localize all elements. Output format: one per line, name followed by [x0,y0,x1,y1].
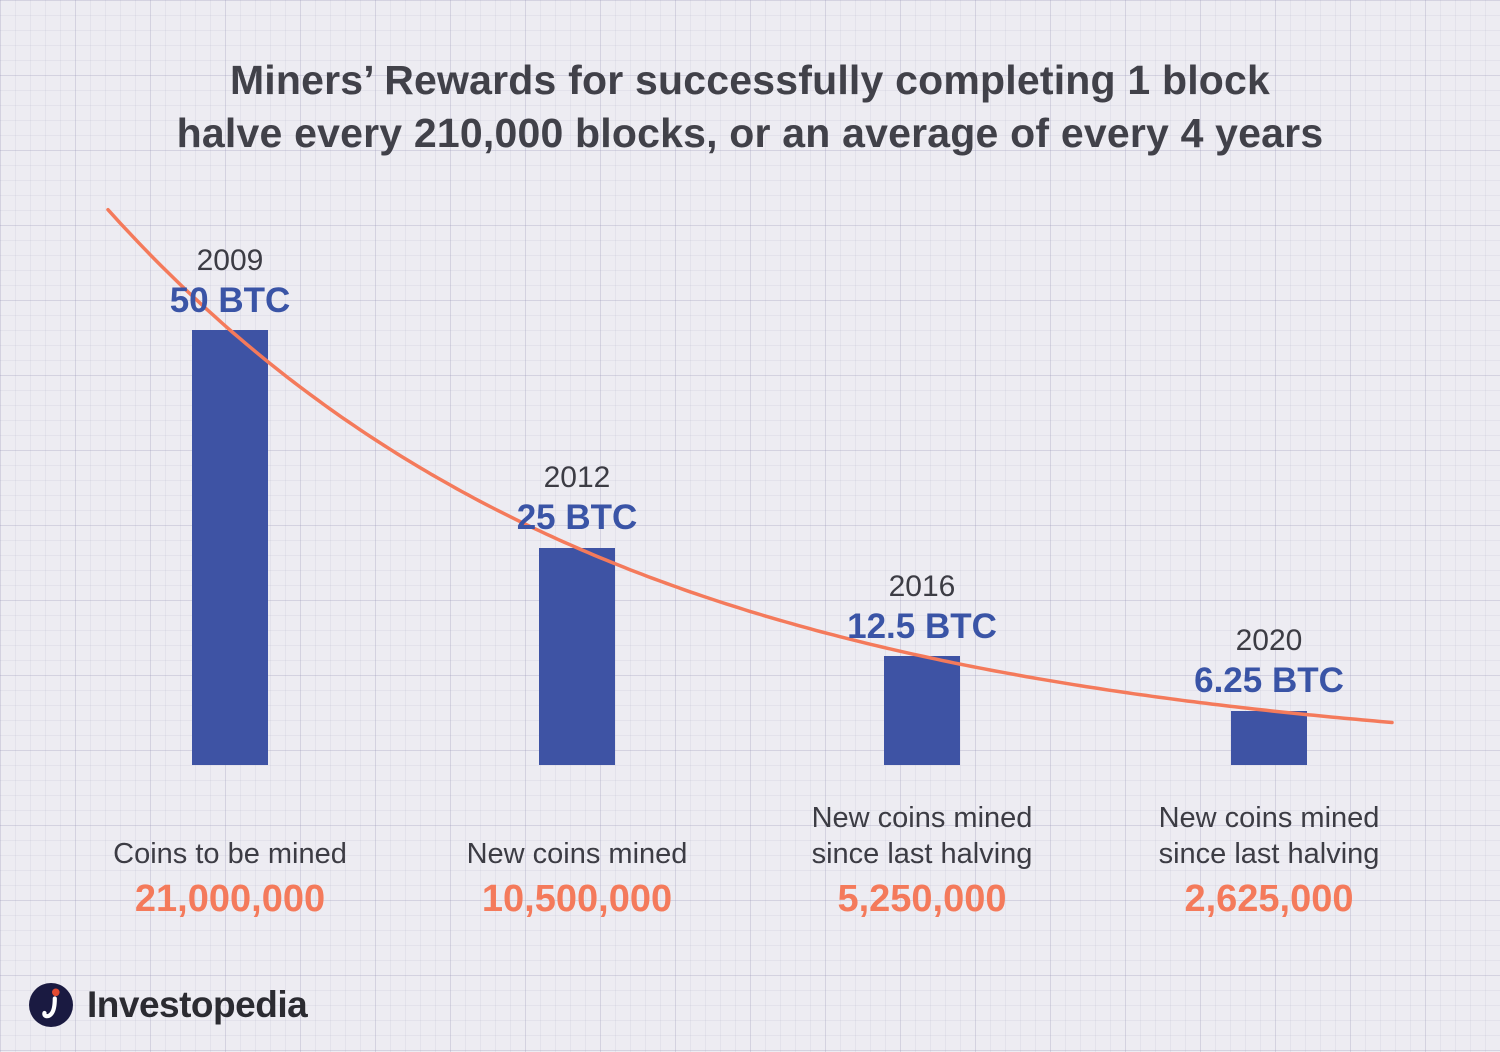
logo-wordmark: Investopedia [87,984,308,1025]
chart-title: Miners’ Rewards for successfully complet… [0,54,1500,161]
bar-year-label: 2020 [1235,624,1303,658]
bar-year-label: 2012 [543,461,611,494]
bar-value-label: 25 BTC [516,498,638,537]
investopedia-i-icon [29,983,73,1027]
bar-value-label: 6.25 BTC [1194,661,1344,701]
bar-amount: 21,000,000 [134,878,326,920]
bar-value-label: 50 BTC [169,280,291,320]
bar-caption: New coins mined since last halving [752,800,1092,872]
bar-year-label: 2016 [888,569,956,603]
bar-caption: New coins mined since last halving [1099,800,1439,872]
bar-label-group-2009: 2009 50 BTC [70,216,390,320]
bar-label-group-2020: 2020 6.25 BTC [1109,597,1429,701]
bar-caption: Coins to be mined [60,800,400,872]
bar-caption-line: Coins to be mined [113,837,347,870]
bar-caption-line: New coins mined [1158,801,1380,834]
bar-amount: 2,625,000 [1184,878,1354,920]
bar-caption-line: since last halving [1158,837,1380,870]
bar-caption-line: since last halving [811,837,1033,870]
chart-title-line2: halve every 210,000 blocks, or an averag… [176,110,1324,157]
investopedia-logo: Investopedia [28,982,308,1028]
bar-year-label: 2009 [196,243,264,277]
bar-caption-line: New coins mined [811,801,1033,834]
bar-label-group-2016: 2016 12.5 BTC [762,542,1082,646]
bar-value-label: 12.5 BTC [847,606,997,646]
bar-caption-line: New coins mined [466,837,688,870]
bar-caption: New coins mined [407,800,747,872]
chart-title-line1: Miners’ Rewards for successfully complet… [229,57,1271,103]
bar-label-group-2012: 2012 25 BTC [417,434,737,538]
bar-amount: 10,500,000 [481,878,673,920]
bar-amount: 5,250,000 [837,878,1007,920]
